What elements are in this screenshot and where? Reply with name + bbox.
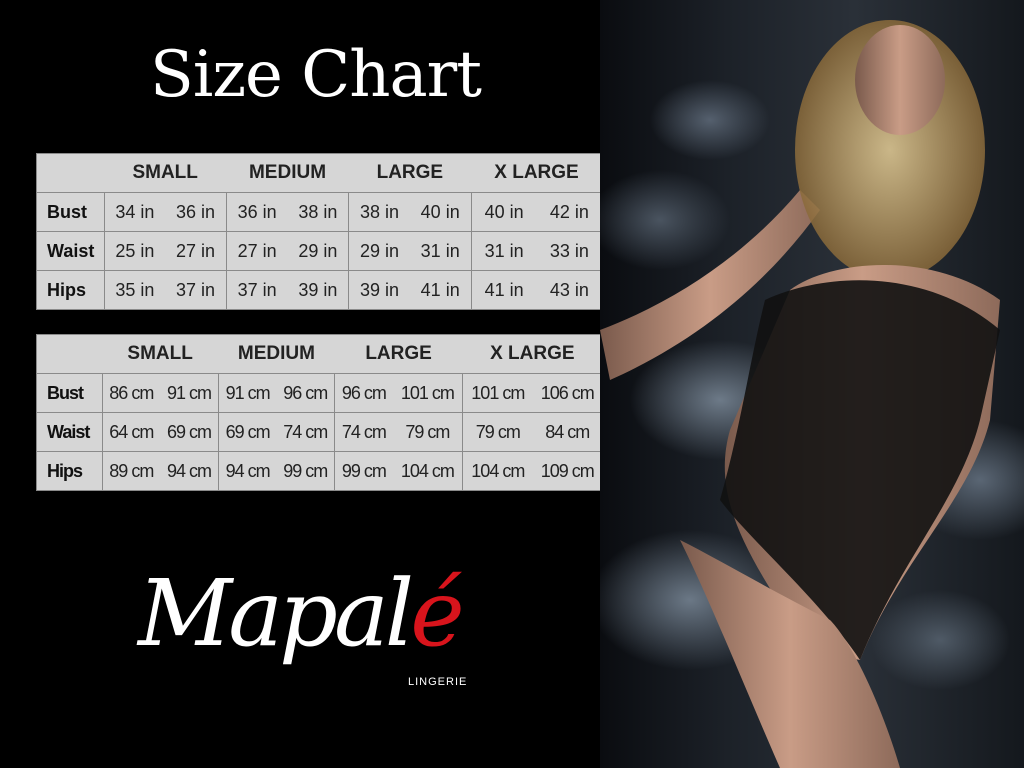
measurement-value: 64 cm bbox=[101, 412, 161, 452]
measurement-value: 91 cm bbox=[217, 373, 277, 413]
measurement-value: 40 in bbox=[470, 192, 537, 232]
brand-accent: é bbox=[410, 560, 464, 667]
measurement-value: 99 cm bbox=[276, 451, 336, 491]
size-header: SMALL bbox=[102, 334, 219, 374]
measurement-value: 41 in bbox=[409, 270, 472, 310]
measurement-value: 37 in bbox=[165, 270, 227, 310]
measurement-value: 40 in bbox=[409, 192, 472, 232]
measurement-value: 94 cm bbox=[217, 451, 277, 491]
measurement-value: 69 cm bbox=[217, 412, 277, 452]
measurement-value: 36 in bbox=[225, 192, 288, 232]
measurement-label: Bust bbox=[36, 373, 103, 413]
size-header: LARGE bbox=[348, 153, 472, 193]
measurement-value: 31 in bbox=[409, 231, 472, 271]
measurement-value: 37 in bbox=[225, 270, 288, 310]
table-header-row: SMALL MEDIUM LARGE X LARGE bbox=[36, 334, 603, 374]
measurement-value: 104 cm bbox=[462, 451, 533, 491]
measurement-value: 29 in bbox=[348, 231, 410, 271]
size-table-centimeters: SMALL MEDIUM LARGE X LARGE Bust 86 cm 91 c… bbox=[36, 334, 603, 491]
table-row: Waist 25 in 27 in 27 in 29 in 29 in 31 in 31 in… bbox=[36, 231, 603, 271]
measurement-value: 79 cm bbox=[392, 412, 464, 452]
size-header: LARGE bbox=[334, 334, 463, 374]
table-header-row: SMALL MEDIUM LARGE X LARGE bbox=[36, 153, 604, 193]
brand-tagline: LINGERIE bbox=[408, 676, 468, 688]
measurement-value: 84 cm bbox=[532, 412, 603, 452]
size-header: X LARGE bbox=[471, 153, 604, 193]
measurement-value: 34 in bbox=[103, 192, 166, 232]
measurement-value: 96 cm bbox=[334, 373, 393, 413]
measurement-value: 74 cm bbox=[334, 412, 393, 452]
model-photo bbox=[600, 0, 1024, 768]
measurement-value: 79 cm bbox=[462, 412, 533, 452]
table-row: Hips 89 cm 94 cm 94 cm 99 cm 99 cm 104 cm 104 c… bbox=[36, 451, 603, 491]
table-row: Bust 86 cm 91 cm 91 cm 96 cm 96 cm 101 cm 101 c… bbox=[36, 373, 603, 413]
brand-logo: Mapalé bbox=[138, 560, 465, 667]
table-row: Waist 64 cm 69 cm 69 cm 74 cm 74 cm 79 cm 79 cm… bbox=[36, 412, 603, 452]
measurement-label: Waist bbox=[36, 412, 103, 452]
measurement-value: 106 cm bbox=[532, 373, 603, 413]
measurement-value: 69 cm bbox=[160, 412, 219, 452]
measurement-value: 86 cm bbox=[101, 373, 161, 413]
measurement-value: 35 in bbox=[103, 270, 166, 310]
measurement-value: 41 in bbox=[470, 270, 537, 310]
size-table-inches: SMALL MEDIUM LARGE X LARGE Bust 34 in 36 i… bbox=[36, 153, 604, 310]
measurement-value: 94 cm bbox=[160, 451, 219, 491]
size-header: MEDIUM bbox=[226, 153, 349, 193]
measurement-value: 27 in bbox=[225, 231, 288, 271]
page-title: Size Chart bbox=[150, 38, 482, 112]
measurement-value: 101 cm bbox=[392, 373, 464, 413]
measurement-value: 96 cm bbox=[276, 373, 336, 413]
measurement-value: 109 cm bbox=[532, 451, 603, 491]
measurement-value: 42 in bbox=[536, 192, 603, 232]
measurement-value: 29 in bbox=[287, 231, 350, 271]
measurement-value: 104 cm bbox=[392, 451, 464, 491]
table-row: Hips 35 in 37 in 37 in 39 in 39 in 41 in 41 in 4… bbox=[36, 270, 603, 310]
measurement-value: 31 in bbox=[470, 231, 537, 271]
brand-name: Mapal bbox=[138, 560, 414, 667]
size-header: X LARGE bbox=[462, 334, 603, 374]
measurement-value: 38 in bbox=[348, 192, 410, 232]
measurement-value: 25 in bbox=[103, 231, 166, 271]
measurement-value: 89 cm bbox=[101, 451, 161, 491]
measurement-label: Hips bbox=[36, 270, 105, 310]
measurement-value: 101 cm bbox=[462, 373, 533, 413]
measurement-value: 74 cm bbox=[276, 412, 336, 452]
model-figure bbox=[600, 20, 1000, 768]
measurement-value: 43 in bbox=[536, 270, 603, 310]
size-header: SMALL bbox=[104, 153, 227, 193]
measurement-value: 33 in bbox=[536, 231, 603, 271]
measurement-value: 27 in bbox=[165, 231, 227, 271]
measurement-value: 99 cm bbox=[334, 451, 393, 491]
measurement-value: 91 cm bbox=[160, 373, 219, 413]
measurement-label: Waist bbox=[36, 231, 105, 271]
measurement-value: 36 in bbox=[165, 192, 227, 232]
measurement-value: 38 in bbox=[287, 192, 350, 232]
size-header: MEDIUM bbox=[218, 334, 335, 374]
table-row: Bust 34 in 36 in 36 in 38 in 38 in 40 in 40 in 4… bbox=[36, 192, 603, 232]
measurement-label: Bust bbox=[36, 192, 105, 232]
measurement-value: 39 in bbox=[348, 270, 410, 310]
measurement-value: 39 in bbox=[287, 270, 350, 310]
measurement-label: Hips bbox=[36, 451, 103, 491]
